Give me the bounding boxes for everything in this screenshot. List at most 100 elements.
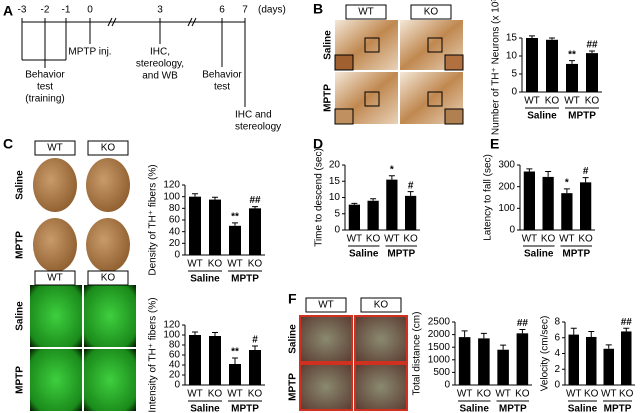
x-tick-label: WT [495, 389, 511, 400]
y-tick-label: 0 [444, 380, 450, 391]
y-axis-label: Density of TH⁺ fibers (%) [148, 164, 159, 275]
y-tick-label: 60 [169, 350, 181, 361]
error-bar [461, 330, 468, 338]
column-header: WT [47, 143, 63, 154]
day-label: 7 [242, 5, 248, 16]
y-tick-label: 40 [169, 226, 181, 237]
day-label: -1 [62, 5, 71, 16]
bar [249, 208, 261, 255]
error-bar [351, 202, 358, 205]
y-tick-label: 1000 [428, 354, 451, 365]
error-bar [232, 222, 238, 226]
micrographs-c [30, 157, 136, 411]
group-label: Saline [524, 249, 554, 260]
event-label: IHC, [150, 47, 170, 58]
column-header: KO [374, 300, 389, 311]
error-bar [519, 329, 526, 334]
y-tick-label: 40 [169, 360, 181, 371]
bar [621, 331, 632, 385]
error-bar [526, 168, 533, 172]
significance: ** [231, 347, 239, 358]
panel-label: A [3, 3, 13, 19]
significance: ** [231, 212, 239, 223]
column-header-box [34, 270, 76, 286]
event-label: IHC and [235, 110, 272, 121]
column-header: KO [101, 143, 116, 154]
group-label: Saline [568, 404, 598, 413]
axis-break [107, 17, 117, 27]
error-bar [623, 327, 630, 332]
x-tick-label: KO [584, 389, 599, 400]
row-header: Saline [288, 324, 299, 354]
error-bar [480, 332, 487, 339]
error-bar [370, 198, 377, 201]
x-tick-label: WT [227, 389, 243, 400]
y-tick-label: 0 [511, 87, 517, 98]
group-label: Saline [190, 404, 220, 413]
y-tick-label: 0 [174, 250, 180, 261]
axis-break [187, 17, 197, 27]
row-header: MPTP [15, 366, 26, 394]
bar [209, 199, 221, 255]
group-label: MPTP [568, 111, 596, 122]
bar [229, 225, 241, 255]
x-tick-label: KO [208, 259, 223, 270]
x-tick-label: KO [366, 234, 381, 245]
row-header: Saline [15, 170, 26, 200]
x-tick-label: KO [515, 389, 530, 400]
error-bar [212, 196, 218, 200]
y-tick-label: 10 [329, 192, 341, 203]
error-bar [563, 188, 570, 194]
bar [367, 200, 379, 230]
bar [523, 171, 535, 230]
x-tick-label: WT [524, 96, 540, 107]
day-label: -2 [41, 5, 50, 16]
y-tick-label: 80 [169, 340, 181, 351]
x-tick-label: WT [187, 389, 203, 400]
event-label: test [214, 82, 230, 93]
error-bar [605, 344, 612, 349]
error-bar [500, 344, 507, 350]
y-tick-label: 200 [498, 181, 515, 192]
x-tick-label: WT [564, 96, 580, 107]
x-tick-label: WT [384, 234, 400, 245]
group-label: MPTP [387, 249, 415, 260]
day-label: 6 [219, 5, 225, 16]
error-bar [192, 193, 198, 197]
x-tick-label: WT [522, 234, 538, 245]
y-tick-label: 8 [554, 317, 560, 328]
error-bar [388, 175, 395, 180]
y-tick-label: 80 [169, 203, 181, 214]
y-tick-label: 0 [554, 380, 560, 391]
error-bar [569, 60, 575, 64]
group-label: Saline [349, 249, 379, 260]
bar [516, 333, 529, 385]
group-label: MPTP [604, 404, 632, 413]
error-bar [232, 357, 238, 364]
event-label: Behavior [202, 70, 242, 81]
bar [249, 350, 261, 385]
event-label: Behavior [25, 70, 65, 81]
panel-label: B [313, 1, 323, 17]
group-label: Saline [527, 111, 557, 122]
day-unit: (days) [258, 5, 286, 16]
day-label: -3 [18, 5, 27, 16]
y-axis-label: Intensity of TH⁺ fibers (%) [148, 297, 159, 412]
y-axis-label: Velocity (cm/sec) [540, 316, 551, 392]
y-axis-label: Latency to fall (sec) [483, 154, 494, 241]
significance: # [252, 335, 258, 346]
y-tick-label: 100 [498, 203, 515, 214]
significance: * [565, 177, 569, 188]
significance: ## [621, 317, 633, 328]
group-label: Saline [460, 404, 490, 413]
bar [546, 39, 558, 92]
y-tick-label: 4 [554, 348, 560, 359]
tracking-images [299, 315, 408, 411]
error-bar [192, 331, 198, 335]
event-label: stereology, [136, 59, 184, 70]
y-tick-label: 5 [511, 69, 517, 80]
y-tick-label: 20 [329, 160, 341, 171]
y-tick-label: 2 [554, 364, 560, 375]
bar [478, 338, 490, 385]
group-label: MPTP [562, 249, 590, 260]
